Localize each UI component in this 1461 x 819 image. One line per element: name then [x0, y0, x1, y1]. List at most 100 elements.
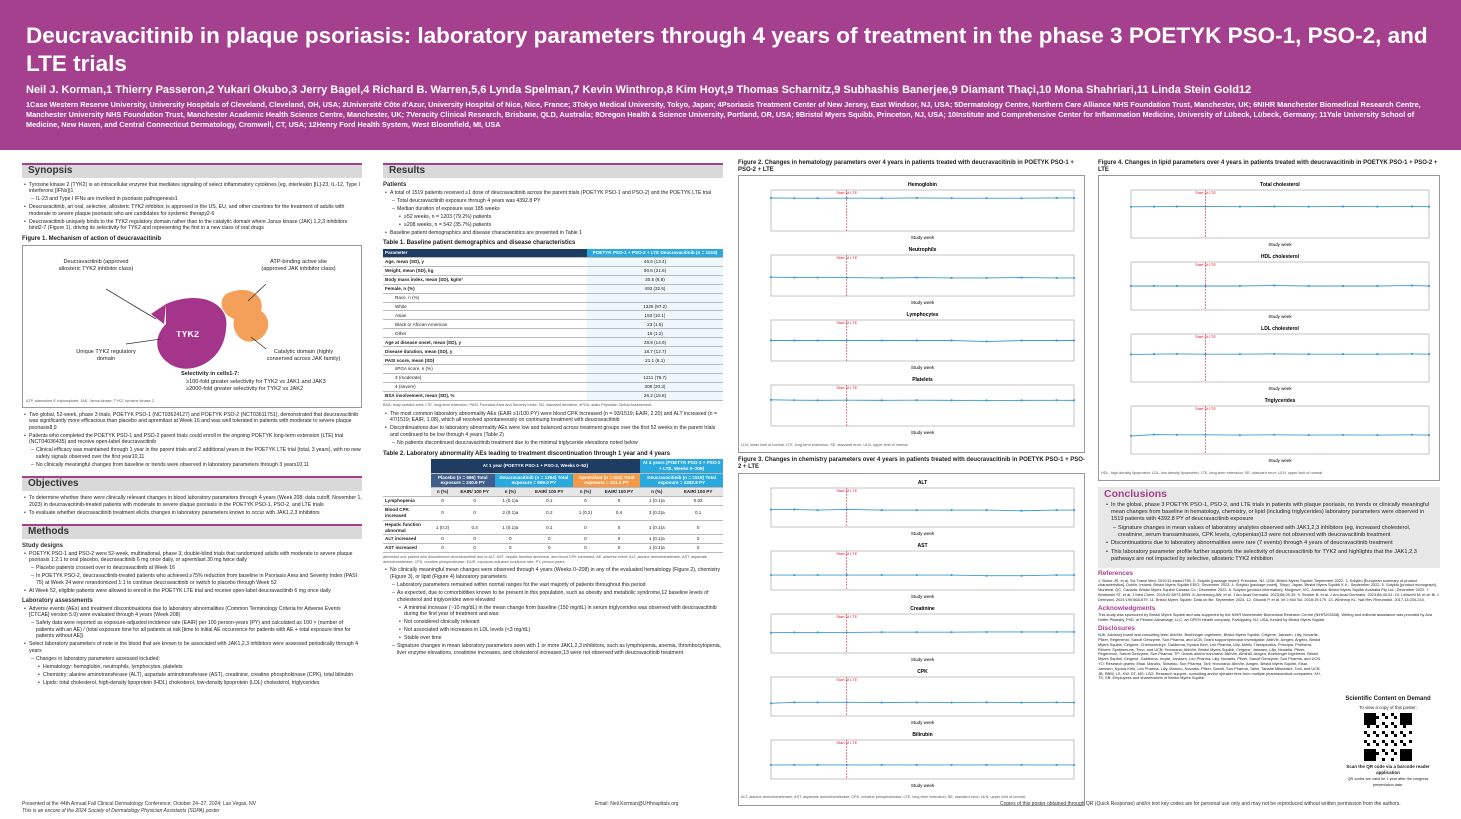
data-point — [880, 197, 883, 200]
data-point — [845, 700, 848, 704]
small-text: This study was sponsored by Bristol Myer… — [1098, 612, 1432, 622]
cell: White — [383, 302, 587, 312]
figure-1: Deucravacitinib (approved allosteric TYK… — [22, 244, 362, 408]
cell: 1 (0.2) — [572, 505, 598, 521]
qr-module — [1409, 740, 1412, 743]
cell: 0.1 — [525, 496, 573, 507]
data-point — [793, 573, 796, 576]
data-point — [1020, 339, 1023, 342]
qr-code[interactable] — [1364, 713, 1412, 761]
x-axis-label: Study week — [911, 720, 935, 725]
qr-module — [1376, 743, 1379, 746]
data-point — [915, 197, 918, 200]
x-axis-label: Study week — [911, 594, 935, 599]
cell: 1325 (87.2) — [587, 302, 723, 312]
data-point — [793, 197, 796, 200]
data-point — [1072, 573, 1076, 576]
data-point — [816, 197, 819, 200]
data-point — [915, 276, 918, 279]
cell: Black or African American — [383, 319, 587, 330]
data-point — [1055, 197, 1058, 200]
sub-header: EAIR/ 100 PY — [597, 487, 641, 498]
qr-module — [1373, 713, 1376, 716]
qr-module — [1364, 731, 1367, 734]
data-point — [1238, 353, 1241, 356]
data-point — [915, 630, 918, 633]
cell: Age, mean (SD), y — [383, 257, 587, 267]
qr-module — [1403, 716, 1406, 719]
data-point — [1129, 435, 1133, 438]
diagram-label: Selectivity in cells1-7: — [181, 370, 240, 377]
panel-title: Lymphocytes — [906, 312, 938, 318]
table-row: ALT increased 0 0 0 0 0 0 1 (0.1)a 0 — [383, 534, 723, 545]
group-row: At 1 year (POETYK PSO-1 + PSO-2, Weeks 0… — [383, 459, 723, 474]
sub-row: n (%) EAIR/ 100 PY n (%) EAIR/ 100 PY n (%) E… — [383, 487, 723, 498]
text-item: Stable over time — [383, 635, 723, 642]
conclusions-box: ConclusionsIn the global, phase 3 POETYK… — [1098, 487, 1440, 568]
label-box: ATP-binding active site (approved JAK in… — [261, 259, 335, 272]
column-2: Results Patients A total of 1519 patients … — [383, 163, 723, 658]
footer-left: Presented at the 44th Annual Fall Clinic… — [22, 801, 422, 814]
data-point — [950, 399, 953, 402]
qr-module — [1373, 758, 1376, 761]
qr-module — [1400, 740, 1403, 743]
data-point — [1129, 205, 1133, 209]
text-item: Placebo patients crossed over to deucrav… — [22, 565, 362, 572]
data-point — [1020, 701, 1023, 704]
cell: 0 — [525, 543, 573, 554]
cell: 0 — [673, 520, 723, 536]
data-point — [1307, 434, 1310, 437]
data-point — [845, 339, 848, 342]
data-point — [880, 399, 883, 402]
cell: 23 (1.5) — [587, 319, 723, 330]
text-item: Patients who completed the POETYK PSO-1 … — [22, 433, 362, 446]
empty-cell — [383, 473, 431, 488]
arm-header: Placebo (n = 666) Total exposure = 240.9… — [430, 473, 495, 489]
qr-module — [1391, 722, 1394, 725]
cell: 0 — [597, 534, 641, 545]
text-item: Lipids: total cholesterol, high-density … — [22, 680, 362, 687]
section-heading: Objectives — [22, 476, 362, 492]
cell: 30.5 (6.8) — [587, 275, 723, 285]
arm-header: Deucravacitinib (n = 1519) Total exposur… — [640, 473, 723, 489]
lte-label: Start of LTE — [836, 677, 857, 682]
data-point — [985, 197, 988, 200]
text-item: The most common laboratory abnormality A… — [383, 411, 723, 424]
qr-module — [1406, 752, 1409, 755]
diagram-label: ≥2000-fold greater selectivity for TYK2 … — [186, 385, 304, 392]
x-axis-label: Study week — [1268, 386, 1292, 391]
text-item: Two global, 52-week, phase 3 trials, POE… — [22, 412, 362, 432]
table-row: Asian 153 (10.1) — [383, 310, 723, 321]
data-point — [816, 508, 819, 511]
qr-module — [1376, 734, 1379, 737]
text-item: Patients — [383, 181, 407, 188]
table-row: Age at disease onset, mean (SD), y 28.8 (… — [383, 337, 723, 348]
footnote: LLN, lower limit of normal; LTE, long-te… — [741, 442, 909, 447]
subheading: Scientific Content on Demand — [1345, 696, 1431, 702]
label-box: Unique TYK2 regulatory domain — [76, 349, 136, 362]
cell: 0 — [673, 534, 723, 545]
tyk2-shape — [157, 297, 227, 369]
qr-module — [1382, 749, 1385, 752]
text-item: ≥52 weeks, n = 1203 (79.2%) patients — [383, 214, 723, 221]
data-point — [1072, 277, 1076, 280]
data-point — [1152, 353, 1156, 356]
cell: Hepatic function abnormal — [383, 520, 431, 536]
table-title: Table 1. Baseline patient demographics a… — [383, 240, 576, 247]
cell: 1 (0.1)a — [494, 496, 526, 507]
data-point — [1175, 433, 1178, 437]
cell: Age at disease onset, mean (SD), y — [383, 337, 587, 348]
arrow — [105, 288, 157, 319]
data-point — [1175, 353, 1178, 356]
data-point — [1273, 433, 1276, 437]
lte-label: Start of LTE — [836, 385, 857, 390]
data-point — [816, 276, 819, 279]
data-point — [1055, 573, 1058, 576]
qr-module — [1409, 713, 1412, 716]
data-point — [915, 399, 918, 402]
text-item: Clinical efficacy was maintained through… — [22, 447, 362, 460]
panel-title: Hemoglobin — [908, 182, 937, 188]
figure-box: ALT Start of LTE Study week AST Start of LTE… — [738, 472, 1085, 806]
text-item: A minimal increase (~10 mg/dL) in the me… — [383, 605, 723, 618]
footnote: ALT, alanine aminotransferase; AST, aspa… — [741, 795, 1026, 800]
